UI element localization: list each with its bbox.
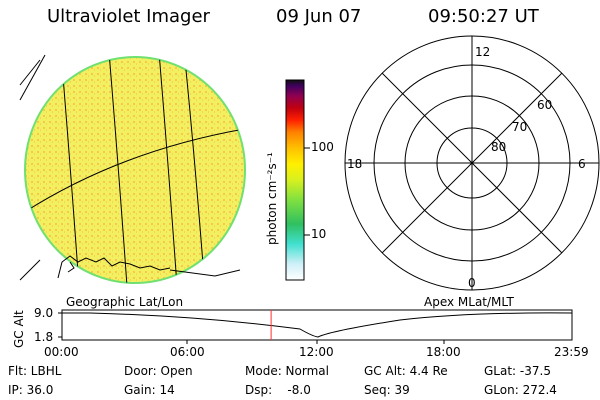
timeline-ytick-9: 9.0 bbox=[34, 306, 54, 320]
polar-label-6: 6 bbox=[578, 157, 586, 171]
instrument-title: Ultraviolet Imager bbox=[47, 6, 210, 27]
timeline-axis-title: GC Alt bbox=[12, 310, 26, 348]
polar-label-12: 12 bbox=[475, 45, 491, 59]
info-glat: GLat: -37.5 bbox=[484, 364, 551, 378]
info-mode: Mode: Normal bbox=[245, 364, 329, 378]
polar-lat-70: 70 bbox=[512, 120, 528, 134]
time-label: 09:50:27 UT bbox=[428, 6, 539, 27]
timeline-xtick-1800: 18:00 bbox=[426, 345, 461, 359]
timeline-xtick-1200: 12:00 bbox=[299, 345, 334, 359]
polar-lat-80: 80 bbox=[491, 140, 507, 154]
timeline-xtick-2359: 23:59 bbox=[554, 345, 589, 359]
polar-label-0: 0 bbox=[468, 276, 476, 290]
info-filter: Flt: LBHL bbox=[8, 364, 62, 378]
polar-plot bbox=[344, 35, 600, 291]
timeline-right-label: Apex MLat/MLT bbox=[424, 295, 514, 309]
coastline bbox=[57, 255, 171, 279]
info-seq: Seq: 39 bbox=[364, 383, 410, 397]
earth-disk-image bbox=[19, 54, 246, 284]
timeline-xtick-0000: 00:00 bbox=[44, 345, 79, 359]
timeline-xtick-0600: 06:00 bbox=[170, 345, 205, 359]
timeline-left-label: Geographic Lat/Lon bbox=[66, 295, 184, 309]
info-gc-alt: GC Alt: 4.4 Re bbox=[364, 364, 448, 378]
altitude-timeline bbox=[58, 309, 573, 344]
colorbar bbox=[285, 79, 310, 281]
polar-label-18: 18 bbox=[347, 157, 363, 171]
timeline-ytick-1-8: 1.8 bbox=[34, 330, 54, 344]
info-door: Door: Open bbox=[124, 364, 193, 378]
info-ip: IP: 36.0 bbox=[8, 383, 54, 397]
colorbar-tick-100: 100 bbox=[311, 140, 334, 154]
colorbar-unit-label: photon cm⁻²s⁻¹ bbox=[265, 152, 279, 245]
colorbar-tick-10: 10 bbox=[311, 227, 327, 241]
info-gain: Gain: 14 bbox=[124, 383, 175, 397]
info-glon: GLon: 272.4 bbox=[484, 383, 557, 397]
info-dsp: Dsp: -8.0 bbox=[245, 383, 311, 397]
polar-lat-60: 60 bbox=[537, 98, 553, 112]
date-label: 09 Jun 07 bbox=[276, 6, 362, 27]
outer-grid-lines bbox=[19, 54, 241, 281]
